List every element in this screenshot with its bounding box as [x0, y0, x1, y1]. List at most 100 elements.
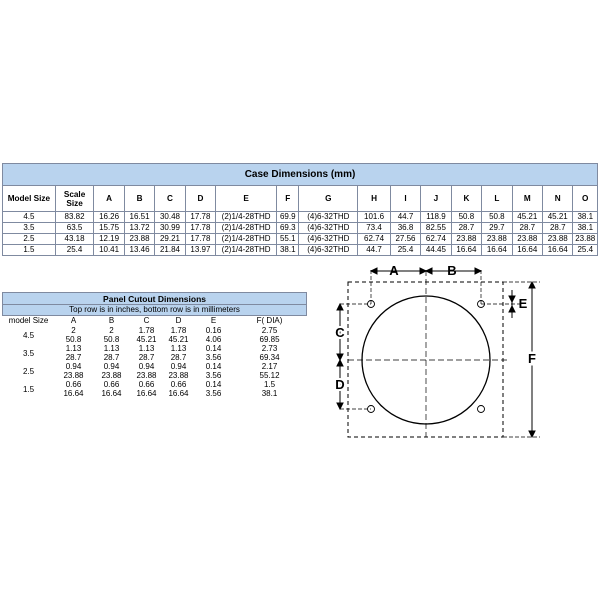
panel-value-cell: 28.7 — [170, 353, 187, 362]
case-table-cell: (2)1/4-28THD — [215, 222, 278, 234]
panel-cutout-diagram: A B C D E F — [333, 263, 540, 439]
panel-value-cell: 0.66 — [65, 380, 82, 389]
case-table-cell: 38.1 — [572, 222, 598, 234]
case-table-cell: 17.78 — [184, 222, 217, 234]
case-table-cell: 25.4 — [54, 244, 95, 256]
panel-value-cell: 28.7 — [65, 353, 82, 362]
panel-header-cell: D — [175, 316, 182, 325]
case-table-cell: 21.84 — [154, 244, 186, 256]
case-header-cell: M — [511, 185, 544, 212]
case-table-row: 1.5 25.4 10.41 13.46 21.84 13.97 (2)1/4-28THD 3… — [2, 244, 598, 256]
panel-value-cell: 3.56 — [205, 353, 222, 362]
dimension-b — [424, 267, 483, 275]
panel-table-row: 4.5 2 2 1.78 1.78 0.16 2.75 — [3, 326, 307, 340]
panel-header-cell: A — [70, 316, 77, 325]
case-table-cell: (4)6-32THD — [298, 222, 359, 234]
panel-value-cell: 16.64 — [136, 389, 157, 398]
case-header-cell: E — [215, 185, 278, 212]
case-table-body: 4.5 83.82 16.26 16.51 30.48 17.78 (2)1/4-28THD… — [2, 211, 598, 256]
case-table-cell: 16.64 — [511, 244, 544, 256]
panel-value-cell: 2 — [71, 326, 76, 335]
panel-value-cell: 2.17 — [261, 362, 278, 371]
panel-value-cell: 0.16 — [205, 326, 222, 335]
panel-value-cell: 1.5 — [263, 380, 276, 389]
case-table-cell: 50.8 — [450, 211, 483, 223]
panel-value-cell: 2.75 — [261, 326, 278, 335]
case-table-cell: 10.41 — [93, 244, 125, 256]
case-table-cell: 23.88 — [481, 233, 513, 245]
panel-value-cell: 0.14 — [205, 344, 222, 353]
case-table-cell: 29.7 — [481, 222, 513, 234]
panel-value-cell: 50.8 — [65, 335, 82, 344]
panel-table-row: 16.64 16.64 16.64 16.64 3.56 38.1 — [3, 389, 307, 398]
panel-value-cell: 16.64 — [168, 389, 189, 398]
panel-value-cell: 1.78 — [170, 326, 187, 335]
case-header-cell: B — [123, 185, 156, 212]
panel-value-cell: 2.73 — [261, 344, 278, 353]
case-table-cell: (2)1/4-28THD — [215, 211, 278, 223]
case-table-cell: 13.72 — [123, 222, 156, 234]
panel-table-title: Panel Cutout Dimensions — [1, 292, 308, 305]
panel-table-row: 3.5 1.13 1.13 1.13 1.13 0.14 2.73 — [3, 344, 307, 358]
case-table-title: Case Dimensions (mm) — [2, 163, 598, 186]
dimension-e — [508, 290, 516, 318]
case-table-cell: 23.88 — [572, 233, 598, 245]
case-table-cell: 17.78 — [184, 211, 217, 223]
case-header-cell: J — [420, 185, 452, 212]
case-table-cell: 69.3 — [276, 222, 300, 234]
panel-value-cell: 45.21 — [136, 335, 157, 344]
case-table-cell: 17.78 — [184, 233, 217, 245]
case-header-cell: D — [184, 185, 217, 212]
case-table-cell: 16.64 — [481, 244, 513, 256]
label-d: D — [335, 377, 344, 392]
panel-value-cell: 23.88 — [136, 371, 157, 380]
case-table-cell: (2)1/4-28THD — [215, 244, 278, 256]
case-table-cell: 27.56 — [389, 233, 422, 245]
panel-model-cell: 2.5 — [22, 366, 35, 376]
panel-header-cell: C — [143, 316, 150, 325]
panel-value-cell: 23.88 — [101, 371, 122, 380]
case-table-cell: 43.18 — [54, 233, 95, 245]
panel-value-cell: 0.66 — [103, 380, 120, 389]
case-header-cell: O — [572, 185, 598, 212]
case-table-cell: 45.21 — [511, 211, 544, 223]
panel-header-cell: F( DIA) — [256, 316, 283, 325]
case-table-cell: 73.4 — [357, 222, 391, 234]
case-table-cell: 82.55 — [420, 222, 452, 234]
case-table-cell: 30.99 — [154, 222, 186, 234]
panel-table-row: 23.88 23.88 23.88 23.88 3.56 55.12 — [3, 371, 307, 380]
case-table-cell: 62.74 — [357, 233, 391, 245]
case-table-cell: 25.4 — [389, 244, 422, 256]
panel-value-cell: 0.66 — [138, 380, 155, 389]
case-table-cell: 25.4 — [572, 244, 598, 256]
panel-value-cell: 4.06 — [205, 335, 222, 344]
case-table-cell: 83.82 — [54, 211, 95, 223]
panel-value-cell: 1.13 — [170, 344, 187, 353]
case-table-cell: 28.7 — [450, 222, 483, 234]
case-table-cell: 23.88 — [123, 233, 156, 245]
case-table-cell: 15.75 — [93, 222, 125, 234]
case-table-cell: 44.45 — [420, 244, 452, 256]
case-table-cell: (4)6-32THD — [298, 244, 359, 256]
case-header-cell: F — [276, 185, 300, 212]
panel-value-cell: 0.94 — [170, 362, 187, 371]
panel-table-header-row: model Size A B C D E F( DIA) — [3, 316, 307, 327]
dimension-a — [369, 267, 428, 275]
case-table-cell: 38.1 — [572, 211, 598, 223]
panel-value-cell: 0.14 — [205, 362, 222, 371]
case-table-cell: 29.21 — [154, 233, 186, 245]
case-header-cell: Model Size — [2, 185, 56, 212]
case-table-cell: 69.9 — [276, 211, 300, 223]
panel-value-cell: 69.34 — [259, 353, 280, 362]
panel-table-row: 1.5 0.66 0.66 0.66 0.66 0.14 1.5 — [3, 380, 307, 394]
case-table-cell: 13.97 — [184, 244, 217, 256]
panel-value-cell: 3.56 — [205, 371, 222, 380]
case-table-cell: (4)6-32THD — [298, 233, 359, 245]
panel-value-cell: 38.1 — [261, 389, 278, 398]
dimension-f — [528, 280, 536, 439]
panel-table-row: 28.7 28.7 28.7 28.7 3.56 69.34 — [3, 353, 307, 362]
panel-table-subtitle: Top row is in inches, bottom row is in m… — [1, 304, 308, 316]
case-header-cell: L — [481, 185, 513, 212]
panel-value-cell: 1.13 — [138, 344, 155, 353]
panel-table-row: 2.5 0.94 0.94 0.94 0.94 0.14 2.17 — [3, 362, 307, 376]
